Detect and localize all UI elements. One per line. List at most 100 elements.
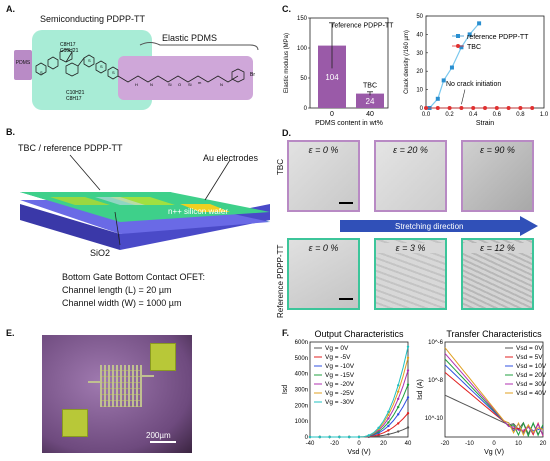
bar-annotation: TBC: [363, 83, 377, 90]
output-point: [338, 435, 341, 439]
ref-point: [477, 21, 482, 26]
x-tick-label: 0.8: [516, 112, 525, 118]
y-tick-label: 10^-8: [428, 378, 443, 384]
legend-label: Vg = -25V: [325, 390, 355, 397]
y-tick-label: 50: [300, 76, 307, 82]
output-point: [387, 433, 390, 436]
optical-micrograph: 200µm: [42, 335, 192, 453]
tbc-row-text: TBC: [276, 159, 285, 175]
strain-label: ε = 3 %: [376, 243, 445, 253]
output-point: [387, 424, 390, 428]
elastic-modulus-chart: 0 50 100 150 104 0 reference PDPP-TT 24 40 TBC PDM…: [284, 16, 394, 127]
ofet-device-schematic: [20, 154, 270, 250]
output-characteristics-chart: Output Characteristics 0 100n 200n 300n 400n 5…: [282, 329, 412, 456]
transfer-characteristics-chart: Transfer Characteristics 10^-10 10^-8 10^-6…: [417, 329, 547, 456]
x-tick-label: 20: [540, 441, 547, 447]
svg-text:C10H21: C10H21: [66, 90, 85, 96]
output-point: [406, 412, 410, 415]
legend-label: Vg = 0V: [325, 345, 349, 352]
tbc-point: [447, 106, 452, 110]
output-point: [387, 410, 390, 414]
y-tick-label: 500n: [295, 356, 308, 362]
strain-label: ε = 20 %: [393, 145, 428, 155]
x-tick-label: 40: [366, 111, 374, 118]
y-tick-label: 200n: [295, 403, 308, 409]
tbc-point: [518, 106, 523, 110]
tbc-point: [435, 106, 440, 110]
output-point: [308, 435, 312, 439]
x-axis-label: Strain: [476, 120, 494, 127]
x-tick-label: -10: [465, 441, 474, 447]
ref-row-label: Reference PDPP-TT: [276, 238, 285, 318]
x-tick-label: 0.0: [422, 112, 431, 118]
output-point: [397, 384, 400, 387]
svg-text:S: S: [112, 70, 115, 75]
channel-length: Channel length (L) = 20 µm: [62, 285, 172, 295]
x-axis-label: Vsd (V): [347, 449, 370, 456]
output-point: [387, 421, 390, 424]
output-point: [328, 435, 331, 439]
stretching-direction-label: Stretching direction: [395, 222, 464, 231]
output-point: [377, 426, 380, 430]
x-axis-label: Vg (V): [484, 449, 504, 456]
output-point: [397, 397, 400, 401]
legend-label: Vsd = 0V: [516, 345, 543, 352]
output-point: [406, 369, 410, 372]
y-tick-label: 300n: [295, 388, 308, 394]
y-axis-label: Crack density (/160 µm): [404, 30, 410, 94]
pdms-tag: PDMS: [15, 60, 31, 66]
tbc-micrograph-0: ε = 0 %: [287, 140, 360, 212]
tbc-point: [471, 106, 476, 110]
svg-text:N: N: [220, 82, 223, 87]
x-tick-label: 0.4: [469, 112, 478, 118]
connector-line: [88, 381, 102, 383]
legend-label: Vsd = 10V: [516, 363, 547, 370]
y-tick-label: 600n: [295, 340, 308, 346]
electrode-pad: [150, 343, 176, 371]
chart-title: Output Characteristics: [314, 329, 404, 339]
ref-point: [467, 32, 472, 37]
output-point: [406, 426, 410, 429]
transfer-curve: [444, 394, 544, 436]
legend-label: Vsd = 40V: [516, 390, 547, 397]
svg-text:O: O: [178, 82, 181, 87]
x-axis-label: PDMS content in wt%: [315, 120, 383, 127]
svg-text:Si: Si: [188, 82, 192, 87]
ref-point: [435, 96, 440, 101]
x-tick-label: 0: [330, 111, 334, 118]
ref-row-text: Reference PDPP-TT: [276, 244, 285, 318]
y-tick-label: 0: [420, 106, 424, 112]
x-tick-label: 0: [492, 441, 496, 447]
panel-c-label: C.: [282, 4, 291, 14]
tbc-point: [494, 106, 499, 110]
svg-text:S: S: [40, 70, 43, 75]
legend-label: Vg = -20V: [325, 381, 355, 388]
output-point: [406, 383, 410, 386]
legend-label: Vsd = 5V: [516, 354, 543, 361]
output-point: [397, 422, 400, 425]
y-tick-label: 40: [416, 32, 423, 38]
y-tick-label: 0: [305, 435, 309, 441]
tbc-point: [530, 106, 535, 110]
scale-label: 200µm: [146, 431, 171, 440]
stretching-arrow: [340, 216, 538, 236]
output-point: [367, 434, 370, 437]
panel-d-label: D.: [282, 128, 291, 138]
legend-label-ref: reference PDPP-TT: [467, 34, 529, 41]
x-tick-label: 1.0: [540, 112, 549, 118]
ref-point: [441, 78, 446, 83]
crack-density-chart: 0 10 20 30 40 50 0.0 0.2 0.4 0.6 0.8 1.0 Strain Crack…: [404, 14, 549, 127]
svg-text:m: m: [198, 80, 202, 85]
y-tick-label: 30: [416, 51, 423, 57]
semi-title: Semiconducting PDPP-TT: [40, 14, 146, 24]
x-tick-label: 10: [515, 441, 522, 447]
strain-label: ε = 90 %: [480, 145, 515, 155]
output-point: [387, 417, 390, 420]
panel-e-label: E.: [6, 328, 15, 338]
y-tick-label: 100: [297, 46, 308, 52]
plot-frame: [309, 17, 389, 109]
panel-f-label: F.: [282, 328, 290, 338]
legend-label: Vg = -15V: [325, 372, 355, 379]
tbc-point: [424, 106, 428, 110]
output-point: [397, 390, 400, 393]
